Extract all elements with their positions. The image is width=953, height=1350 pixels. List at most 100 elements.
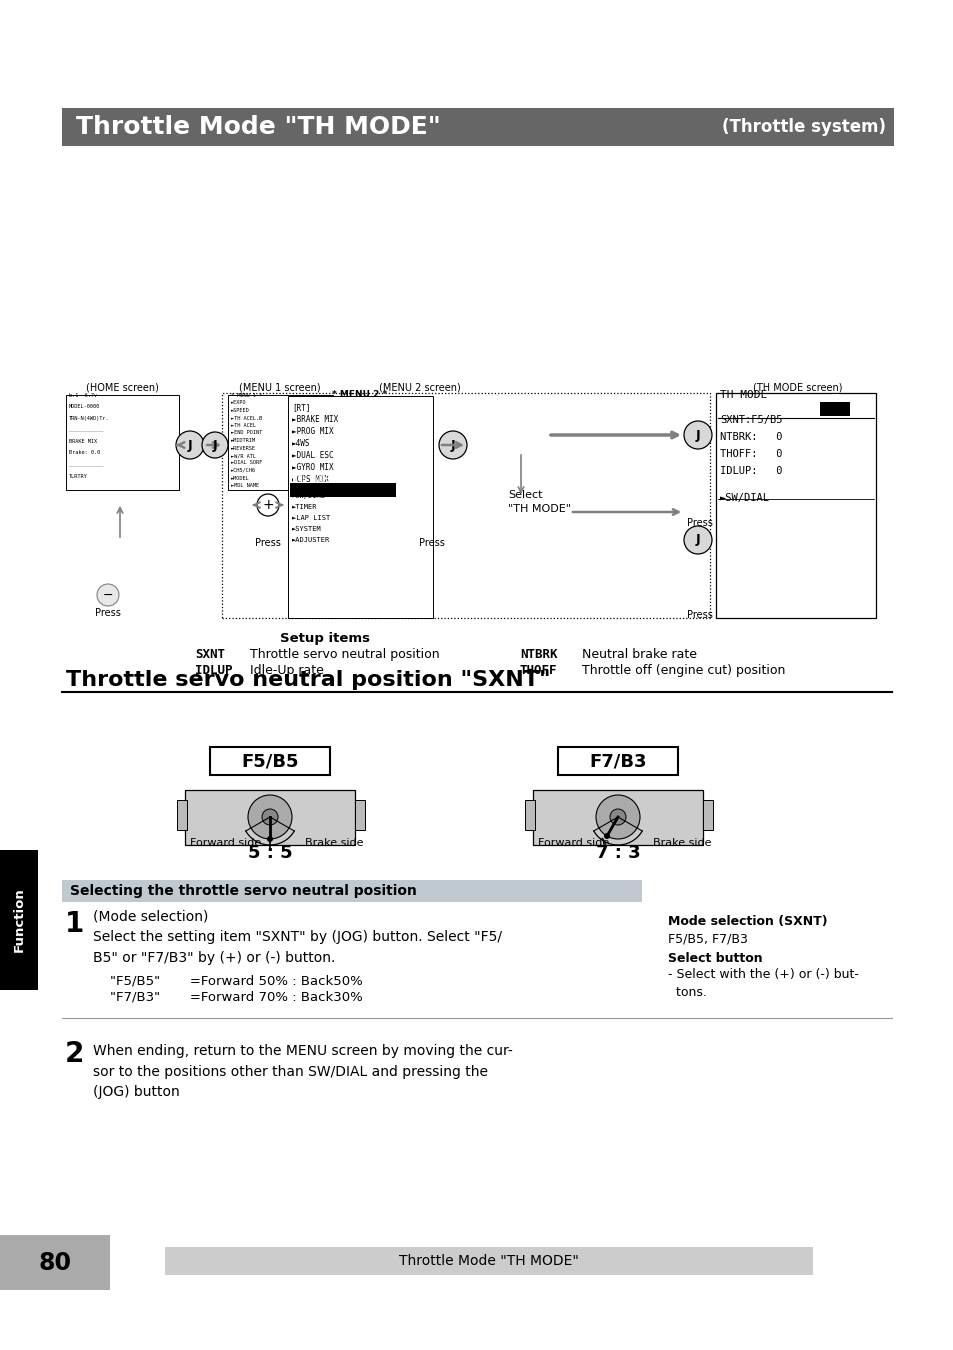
Text: Throttle servo neutral position "SXNT": Throttle servo neutral position "SXNT" [66,670,550,690]
Circle shape [202,432,228,458]
Circle shape [248,795,292,838]
Text: −: − [103,589,113,602]
Bar [0,850,38,990]
Text: J: J [188,439,193,451]
Text: When ending, return to the MENU screen by moving the cur-
sor to the positions o: When ending, return to the MENU screen b… [92,1044,512,1099]
Text: Forward side: Forward side [190,838,261,848]
Text: Mode selection (SXNT): Mode selection (SXNT) [667,915,827,927]
Text: Press: Press [418,539,444,548]
Bar [716,393,875,618]
Text: THOFF: THOFF [519,664,557,676]
Circle shape [438,431,467,459]
Text: b.1  6.7v: b.1 6.7v [69,393,97,398]
Text: Setup items: Setup items [280,632,370,645]
Text: ►EXPO: ►EXPO [231,401,247,405]
Bar [524,801,535,830]
Text: ►SPEED: ►SPEED [231,408,250,413]
Bar [62,880,641,902]
Text: J: J [213,439,217,451]
Circle shape [596,795,639,838]
Bar [297,404,326,414]
Text: Select button: Select button [667,952,761,965]
Text: ►TIMER: ►TIMER [292,504,317,510]
Text: ►W/R ATL: ►W/R ATL [231,454,255,458]
Bar [222,393,709,618]
Text: - Select with the (+) or (-) but-
  tons.: - Select with the (+) or (-) but- tons. [667,968,858,999]
Text: Throttle servo neutral position: Throttle servo neutral position [250,648,439,662]
Text: Press: Press [95,608,121,618]
Bar [533,790,702,845]
Text: Brake side: Brake side [652,838,711,848]
Text: +: + [262,498,274,512]
Text: ►DIAL SORF: ►DIAL SORF [231,460,262,466]
Text: TLRTRY: TLRTRY [69,474,88,478]
Text: ►MODEL: ►MODEL [231,475,250,481]
Text: 80: 80 [38,1251,71,1274]
Text: Throttle off (engine cut) position: Throttle off (engine cut) position [581,664,784,676]
Text: TRN-N(4WD)Tr.: TRN-N(4WD)Tr. [69,416,110,421]
Text: Press: Press [686,518,712,528]
Text: Throttle Mode "TH MODE": Throttle Mode "TH MODE" [76,115,440,139]
Text: IDLUP: IDLUP [194,664,233,676]
Text: ►TH MODE: ►TH MODE [293,475,330,485]
Text: (HOME screen): (HOME screen) [86,382,158,391]
Text: "F7/B3"       =Forward 70% : Back30%: "F7/B3" =Forward 70% : Back30% [110,991,362,1004]
Circle shape [267,836,273,842]
Text: F7/B3: F7/B3 [589,752,646,769]
Bar [558,747,678,775]
Text: THOFF:   0: THOFF: 0 [720,450,781,459]
Text: ►LAP LIST: ►LAP LIST [292,514,330,521]
Text: ►ADJUSTER: ►ADJUSTER [292,537,330,543]
Bar [228,396,333,490]
Text: ___________: ___________ [69,428,103,432]
Text: ►CPS MIX: ►CPS MIX [292,475,329,485]
Text: ►CH5/CH6: ►CH5/CH6 [231,468,255,472]
Text: Selecting the throttle servo neutral position: Selecting the throttle servo neutral pos… [70,884,416,898]
Text: TH MODE: TH MODE [720,390,766,400]
Bar [288,396,433,618]
Text: ►SW/DIAL: ►SW/DIAL [292,493,326,500]
Text: ►TH ACEL.B: ►TH ACEL.B [231,416,262,420]
Circle shape [256,494,278,516]
Text: 5 : 5: 5 : 5 [248,844,292,863]
Text: ►TH ACEL: ►TH ACEL [231,423,255,428]
Text: * MENU 2 *: * MENU 2 * [332,390,387,400]
Text: Press: Press [686,610,712,620]
Text: IDLUP:   0: IDLUP: 0 [720,466,781,477]
Text: ►BRAKE MIX: ►BRAKE MIX [292,414,338,424]
Text: BRAKE MIX: BRAKE MIX [69,439,97,444]
Text: Neutral brake rate: Neutral brake rate [581,648,697,662]
Text: ►4WS: ►4WS [292,439,310,448]
Text: Press: Press [254,539,280,548]
Text: ►REVERSE: ►REVERSE [231,446,255,451]
Text: ►MIDTRIM: ►MIDTRIM [231,437,255,443]
Text: Function: Function [12,888,26,952]
Text: * MENU 1 *: * MENU 1 * [231,393,262,398]
Circle shape [262,809,277,825]
Text: ►PROG MIX: ►PROG MIX [292,427,334,436]
Text: Select the setting item "SXNT" by (JOG) button. Select "F5/
B5" or "F7/B3" by (+: Select the setting item "SXNT" by (JOG) … [92,930,501,965]
Text: (MENU 2 screen): (MENU 2 screen) [378,382,460,391]
Text: "TH MODE": "TH MODE" [507,504,571,514]
Bar [66,396,179,490]
Bar [0,1235,110,1291]
Text: Throttle Mode "TH MODE": Throttle Mode "TH MODE" [398,1254,578,1268]
Circle shape [175,431,204,459]
Bar [702,801,712,830]
Circle shape [97,585,119,606]
Text: Idle-Up rate: Idle-Up rate [250,664,323,676]
Circle shape [603,833,609,840]
Text: "F5/B5"       =Forward 50% : Back50%: "F5/B5" =Forward 50% : Back50% [110,975,362,988]
Bar [62,108,893,146]
Text: 2: 2 [65,1040,84,1068]
Text: Brake: 0.0: Brake: 0.0 [69,451,100,455]
Text: ►DUAL ESC: ►DUAL ESC [292,451,334,460]
Text: SXNT:F5/B5: SXNT:F5/B5 [720,414,781,425]
Text: F5/B5, F7/B3: F5/B5, F7/B3 [667,931,747,945]
Text: Forward side: Forward side [537,838,609,848]
Text: Select: Select [507,490,542,500]
Text: ►SYSTEM: ►SYSTEM [292,526,321,532]
Bar [355,801,365,830]
Text: 7 : 3: 7 : 3 [595,844,639,863]
Bar [290,483,395,497]
